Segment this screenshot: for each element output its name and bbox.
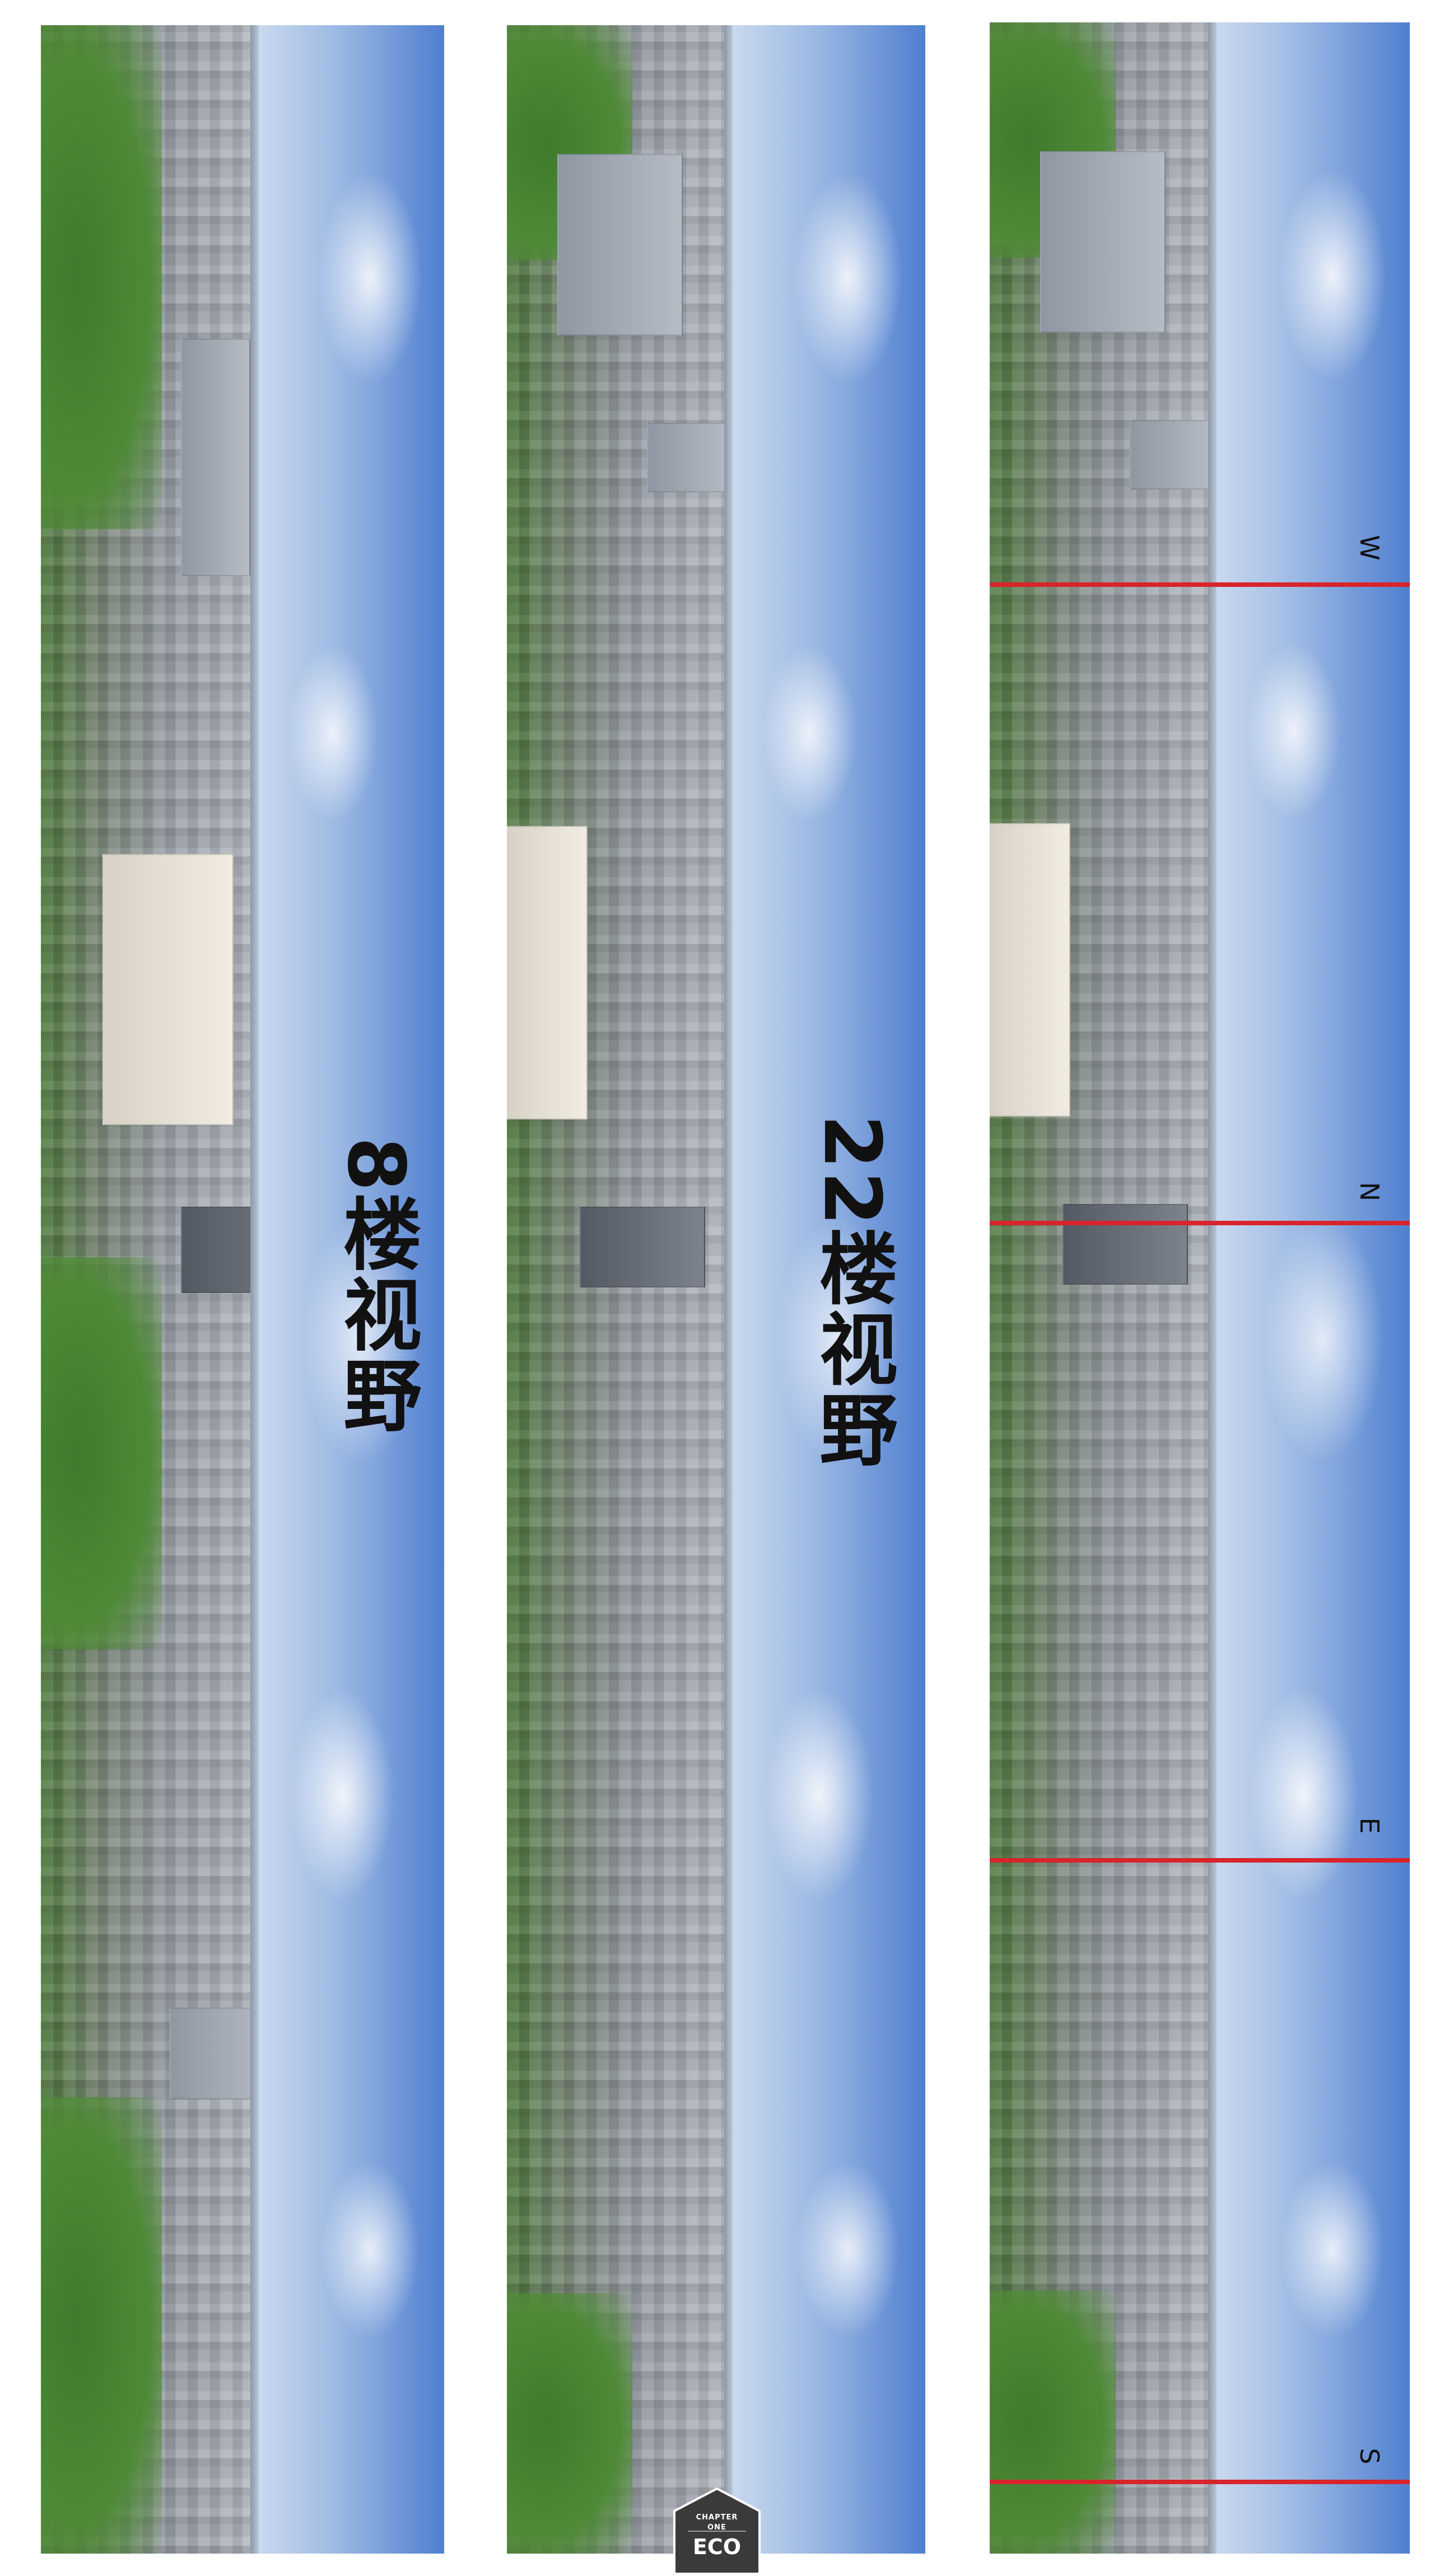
building	[647, 423, 733, 492]
sky	[733, 25, 925, 2554]
building	[557, 154, 683, 335]
building	[507, 826, 588, 1119]
logo-badge-icon	[673, 2487, 761, 2575]
south-marker-line	[990, 2480, 1410, 2484]
trees	[41, 2097, 162, 2554]
trees	[990, 2290, 1116, 2554]
south-label: S	[1354, 2448, 1385, 2465]
north-label: N	[1354, 1182, 1385, 1202]
logo-line-3: ECO	[692, 2535, 742, 2559]
trees	[41, 1257, 162, 1649]
horizon	[724, 25, 733, 2554]
logo-line-2: ONE	[707, 2523, 726, 2532]
horizon	[1208, 22, 1217, 2554]
west-marker-line	[990, 582, 1410, 587]
trees	[41, 25, 162, 529]
east-marker-line	[990, 1858, 1410, 1863]
west-label: W	[1354, 535, 1385, 561]
sky	[1217, 22, 1410, 2554]
logo-line-1: CHAPTER	[696, 2513, 738, 2522]
north-marker-line	[990, 1221, 1410, 1225]
panorama-compass	[990, 22, 1410, 2554]
chapter-one-eco-logo: CHAPTER ONE ECO	[672, 2486, 762, 2576]
building	[1130, 420, 1216, 489]
floor-22-label: 22楼视野	[806, 1114, 897, 1470]
sky	[258, 25, 444, 2554]
east-label: E	[1354, 1817, 1385, 1834]
city-area	[507, 25, 725, 2554]
city-area	[990, 22, 1208, 2554]
building	[102, 854, 234, 1125]
building	[181, 339, 250, 576]
trees	[507, 2293, 633, 2554]
panorama-22nd-floor	[507, 25, 925, 2554]
floor-8-label: 8楼视野	[330, 1137, 421, 1436]
building	[1063, 1204, 1188, 1285]
horizon	[250, 25, 259, 2554]
panorama-8th-floor	[41, 25, 444, 2554]
building	[580, 1207, 705, 1287]
building	[990, 823, 1070, 1117]
building	[1040, 151, 1166, 333]
